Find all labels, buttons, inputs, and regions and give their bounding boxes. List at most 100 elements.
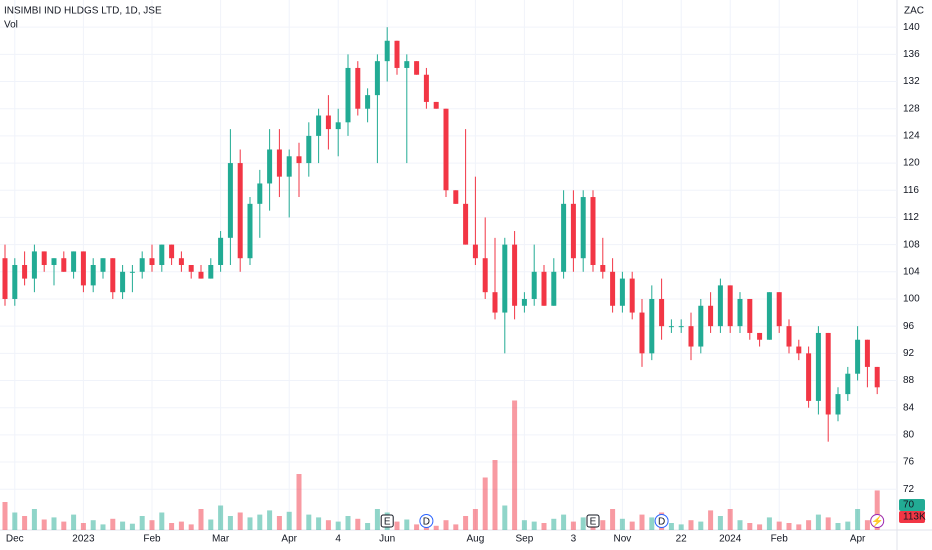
y-tick-label: 136 [903, 49, 920, 60]
candle-body [178, 258, 184, 265]
volume-bar [512, 400, 518, 530]
candle-body [218, 237, 224, 265]
candle-body [110, 258, 116, 293]
candle-body [71, 251, 77, 272]
y-tick-label: 76 [903, 457, 915, 468]
volume-bar [796, 524, 802, 530]
candle-body [561, 203, 567, 272]
volume-bar [100, 524, 106, 530]
candle-body [776, 292, 782, 327]
candle-body [355, 67, 361, 109]
candle-body [864, 339, 870, 367]
volume-bar [257, 514, 263, 530]
candle-body [286, 156, 292, 177]
candle-body [335, 122, 341, 130]
event-label: D [658, 517, 665, 528]
candle-body [796, 346, 802, 354]
candle-body [237, 163, 243, 259]
candle-body [51, 258, 57, 265]
y-tick-label: 124 [903, 131, 920, 142]
volume-bar [120, 521, 126, 530]
volume-bar [551, 518, 557, 530]
event-label: D [423, 517, 430, 528]
x-tick-label: 22 [676, 534, 688, 545]
candle-body [472, 244, 478, 259]
volume-bar [316, 517, 322, 530]
candle-body [541, 271, 547, 306]
volume-bar [31, 509, 37, 530]
candle-body [404, 61, 410, 68]
volume-bar [747, 523, 753, 530]
volume-bar [2, 502, 8, 530]
volume-bar [453, 524, 459, 530]
y-tick-label: 100 [903, 294, 920, 305]
volume-bar [561, 514, 567, 530]
volume-bar [178, 521, 184, 530]
volume-bar [335, 521, 341, 530]
volume-bar [218, 505, 224, 530]
candle-body [806, 353, 812, 401]
volume-bar [433, 525, 439, 530]
volume-bar [159, 512, 165, 530]
candle-body [502, 244, 508, 313]
x-tick-label: Mar [212, 534, 230, 545]
volume-bar [443, 520, 449, 530]
volume-bar [580, 517, 586, 530]
volume-bar [786, 523, 792, 530]
candle-body [129, 271, 135, 273]
x-tick-label: 2024 [719, 534, 742, 545]
candle-body [267, 149, 273, 184]
volume-bar [737, 520, 743, 530]
x-tick-label: Feb [771, 534, 789, 545]
x-tick-label: Nov [614, 534, 632, 545]
candle-body [551, 271, 557, 306]
volume-bar [874, 490, 880, 530]
candle-body [188, 265, 194, 272]
y-tick-label: 116 [903, 185, 919, 196]
candle-body [247, 203, 253, 259]
candle-body [61, 258, 67, 272]
volume-bar [394, 521, 400, 530]
volume-bar [325, 520, 331, 530]
x-tick-label: Dec [6, 534, 24, 545]
candle-body [708, 305, 714, 327]
candle-body [610, 271, 616, 306]
volume-bar [864, 520, 870, 530]
volume-bar [472, 509, 478, 530]
volume-bar [825, 517, 831, 530]
axis-badge [899, 511, 925, 523]
candle-body [649, 298, 655, 354]
volume-bar [766, 517, 772, 530]
event-label: E [590, 517, 597, 528]
y-tick-label: 80 [903, 430, 915, 441]
volume-bar [649, 517, 655, 530]
candle-body [149, 258, 155, 265]
candle-body [414, 61, 420, 75]
x-tick-label: Apr [281, 534, 297, 545]
volume-bar [855, 509, 861, 530]
x-tick-label: 2023 [72, 534, 95, 545]
volume-bar [815, 514, 821, 530]
volume-bar [639, 514, 645, 530]
event-marker [380, 514, 394, 528]
volume-label: Vol [4, 20, 18, 31]
volume-bar [698, 521, 704, 530]
candle-body [678, 326, 684, 328]
candle-body [521, 298, 527, 306]
y-tick-label: 72 [903, 484, 915, 495]
candle-body [2, 258, 8, 299]
candle-body [688, 326, 694, 347]
candle-body [306, 135, 312, 164]
candle-body [482, 258, 488, 293]
y-tick-label: 120 [903, 158, 920, 169]
event-marker [654, 514, 669, 528]
axis-badge [899, 499, 925, 511]
candle-body [766, 292, 772, 340]
candle-body [737, 298, 743, 327]
event-label: E [384, 517, 391, 528]
volume-bar [41, 519, 47, 530]
volume-bar [247, 517, 253, 530]
chart-title: INSIMBI IND HLDGS LTD, 1D, JSE [4, 6, 162, 17]
candle-body [296, 156, 302, 164]
